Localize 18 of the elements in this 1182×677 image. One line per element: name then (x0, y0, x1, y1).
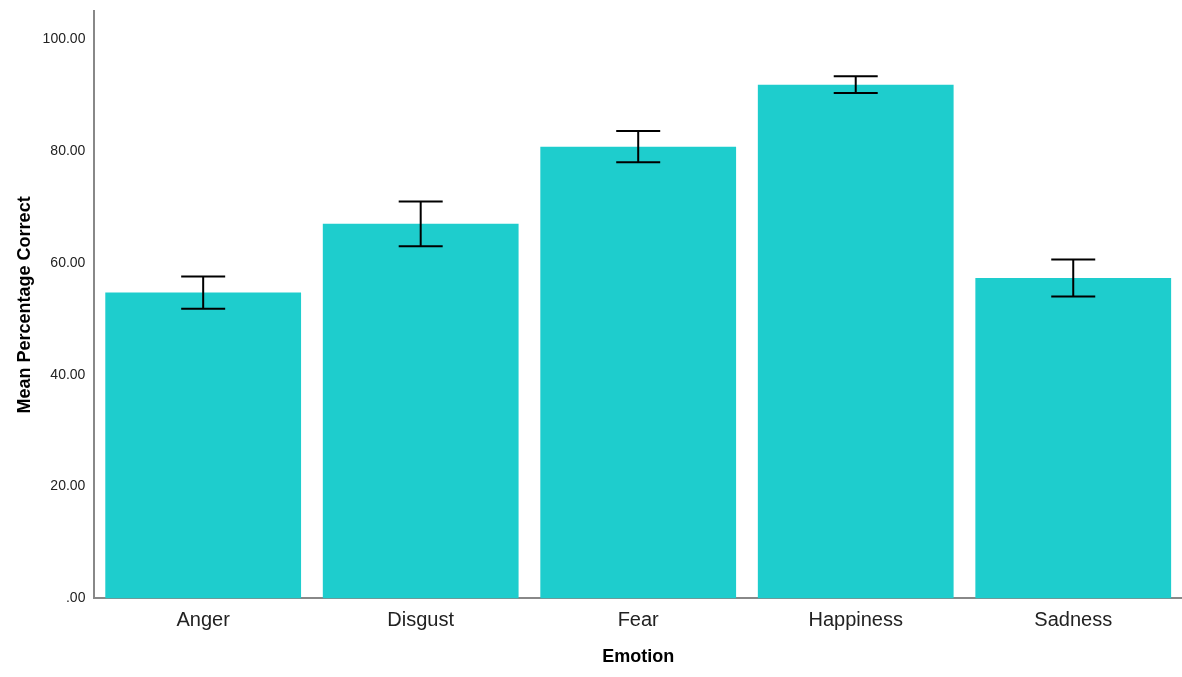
bar (105, 292, 302, 599)
x-tick-label: Anger (176, 607, 231, 630)
bar (975, 278, 1172, 599)
x-tick-label: Disgust (387, 607, 455, 630)
y-tick-label: 80.00 (50, 142, 86, 159)
bar (757, 84, 954, 599)
y-tick-label: 100.00 (42, 30, 86, 47)
y-tick-label: 60.00 (50, 253, 86, 270)
y-tick-label: 20.00 (50, 477, 86, 494)
x-tick-label: Happiness (808, 607, 903, 630)
y-tick-label: .00 (65, 589, 86, 606)
y-tick-label: 40.00 (50, 365, 86, 382)
bar (322, 223, 519, 599)
bar (540, 146, 737, 599)
y-axis-title: Mean Percentage Correct (13, 196, 34, 414)
x-tick-label: Sadness (1034, 607, 1113, 630)
x-tick-label: Fear (617, 607, 660, 630)
x-axis-title: Emotion (602, 646, 675, 667)
